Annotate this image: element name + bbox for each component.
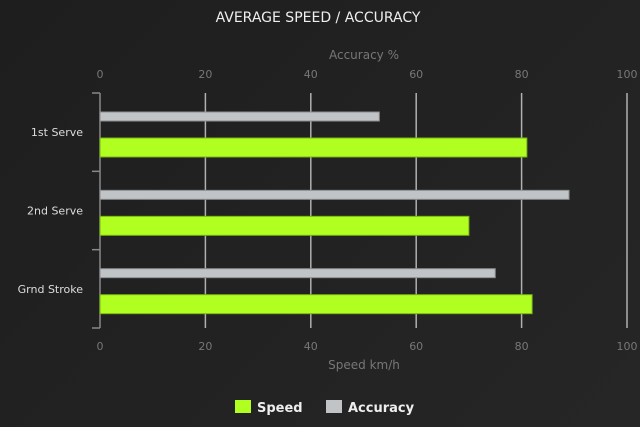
bottom-tick-label: 80 bbox=[515, 340, 529, 353]
top-tick-label: 40 bbox=[304, 68, 318, 81]
bottom-tick-label: 100 bbox=[617, 340, 638, 353]
chart-title: AVERAGE SPEED / ACCURACY bbox=[216, 10, 421, 26]
bottom-axis-label: Speed km/h bbox=[328, 358, 400, 372]
bar-accuracy bbox=[99, 268, 496, 279]
category-label: 2nd Serve bbox=[27, 205, 83, 218]
top-axis-label: Accuracy % bbox=[329, 48, 399, 62]
top-tick-label: 60 bbox=[409, 68, 423, 81]
top-tick-label: 0 bbox=[97, 68, 104, 81]
category-label: 1st Serve bbox=[31, 126, 83, 139]
top-tick-label: 20 bbox=[198, 68, 212, 81]
category-label: Grnd Stroke bbox=[18, 283, 84, 296]
bar-speed bbox=[99, 294, 533, 315]
legend-label-accuracy: Accuracy bbox=[348, 401, 415, 416]
bottom-tick-label: 40 bbox=[304, 340, 318, 353]
legend-swatch-speed bbox=[235, 400, 251, 413]
top-tick-label: 80 bbox=[515, 68, 529, 81]
bottom-tick-label: 60 bbox=[409, 340, 423, 353]
top-tick-label: 100 bbox=[617, 68, 638, 81]
bottom-tick-label: 20 bbox=[198, 340, 212, 353]
legend-label-speed: Speed bbox=[257, 401, 303, 416]
bar-speed bbox=[99, 137, 528, 158]
bottom-tick-label: 0 bbox=[97, 340, 104, 353]
bar-speed bbox=[99, 215, 470, 236]
legend: Speed Accuracy bbox=[235, 400, 415, 416]
bar-accuracy bbox=[99, 111, 380, 122]
bar-accuracy bbox=[99, 189, 570, 200]
legend-swatch-accuracy bbox=[326, 400, 342, 413]
